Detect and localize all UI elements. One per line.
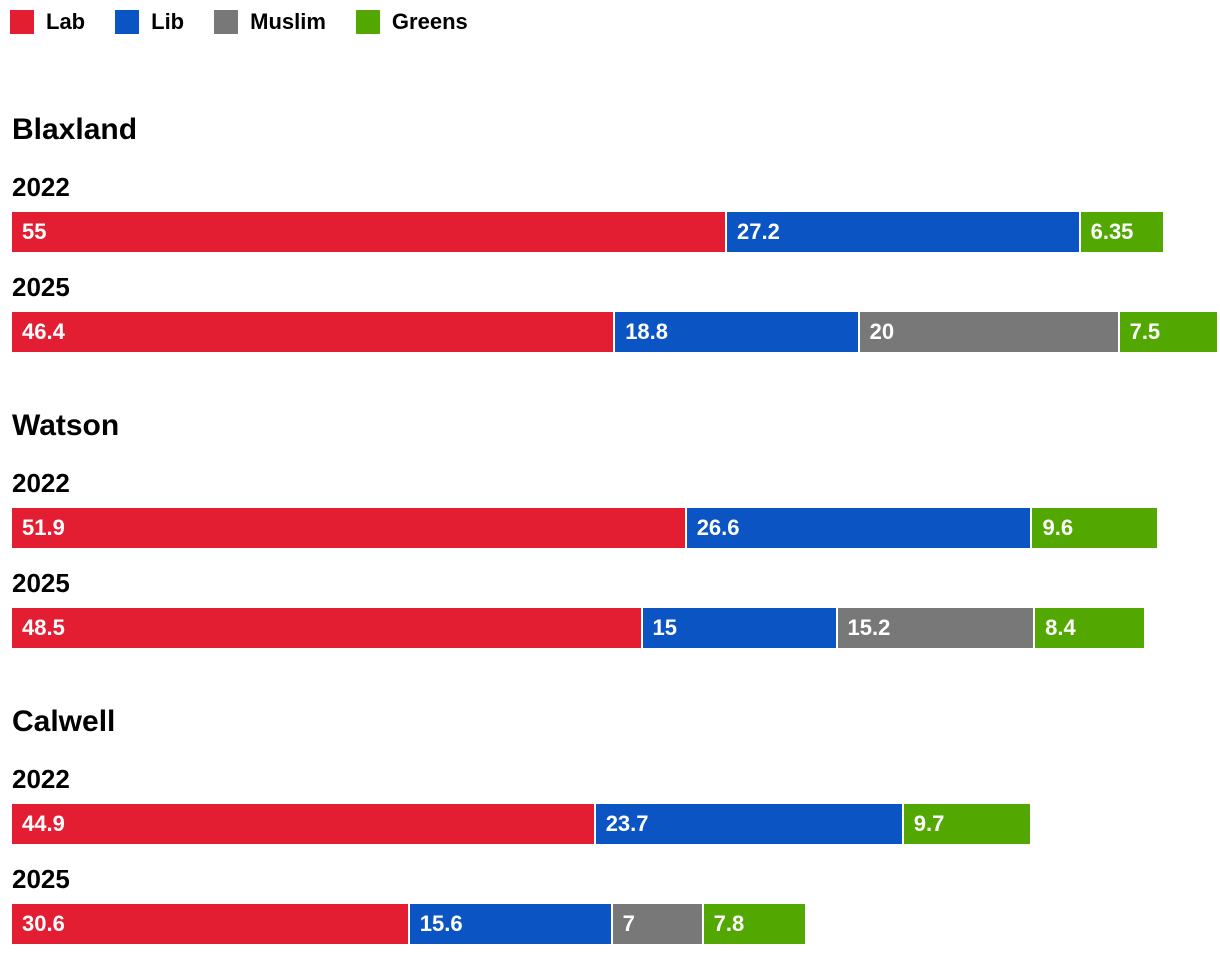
legend-item-muslim: Muslim: [214, 8, 326, 36]
bar-segment-lab: 46.4: [12, 312, 616, 352]
legend-item-lab: Lab: [10, 8, 85, 36]
legend-swatch: [214, 10, 239, 34]
stacked-bar: 55 27.2 6.35: [12, 212, 1164, 252]
bar-segment-greens: 9.7: [903, 804, 1030, 844]
legend-label: Muslim: [250, 9, 326, 34]
chart-legend: Lab Lib Muslim Greens: [10, 8, 498, 36]
bar-segment-lib: 26.6: [686, 508, 1033, 548]
bar-segment-greens: 9.6: [1032, 508, 1158, 548]
stacked-bar: 48.5 15 15.2 8.4: [12, 608, 1145, 648]
bar-segment-lib: 27.2: [727, 212, 1081, 252]
year-label: 2025: [12, 864, 70, 894]
legend-swatch: [115, 10, 140, 34]
bar-segment-lib: 15: [642, 608, 838, 648]
year-label: 2022: [12, 764, 70, 794]
legend-label: Lib: [151, 9, 185, 34]
bar-segment-greens: 7.8: [703, 904, 805, 944]
year-label: 2022: [12, 172, 70, 202]
bar-segment-lab: 48.5: [12, 608, 643, 648]
bar-segment-lib: 15.6: [409, 904, 613, 944]
bar-segment-lab: 51.9: [12, 508, 687, 548]
legend-item-greens: Greens: [355, 8, 468, 36]
bar-segment-lab: 30.6: [12, 904, 410, 944]
bar-segment-muslim: 7: [612, 904, 704, 944]
bar-segment-lib: 23.7: [595, 804, 904, 844]
bar-segment-greens: 7.5: [1119, 312, 1218, 352]
bar-segment-muslim: 15.2: [837, 608, 1036, 648]
year-label: 2025: [12, 272, 70, 302]
legend-swatch: [10, 10, 34, 34]
bar-segment-lab: 44.9: [12, 804, 596, 844]
electorate-title: Blaxland: [12, 113, 138, 146]
stacked-bar: 51.9 26.6 9.6: [12, 508, 1158, 548]
legend-item-lib: Lib: [115, 8, 184, 36]
year-label: 2022: [12, 468, 70, 498]
bar-segment-muslim: 20: [859, 312, 1120, 352]
stacked-bar: 30.6 15.6 7 7.8: [12, 904, 805, 944]
bar-segment-greens: 6.35: [1080, 212, 1164, 252]
bar-segment-lab: 55: [12, 212, 727, 252]
legend-swatch: [355, 10, 380, 34]
electorate-title: Watson: [12, 409, 120, 442]
stacked-bar: 46.4 18.8 20 7.5: [12, 312, 1218, 352]
year-label: 2025: [12, 568, 70, 598]
legend-label: Greens: [391, 9, 468, 34]
legend-label: Lab: [46, 9, 86, 34]
electorate-title: Calwell: [12, 705, 116, 738]
bar-segment-greens: 8.4: [1035, 608, 1145, 648]
bar-segment-lib: 18.8: [615, 312, 860, 352]
stacked-bar: 44.9 23.7 9.7: [12, 804, 1030, 844]
